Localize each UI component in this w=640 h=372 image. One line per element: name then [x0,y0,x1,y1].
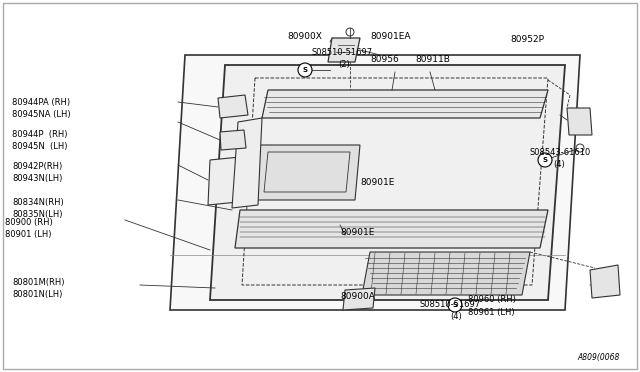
Circle shape [298,63,312,77]
Text: S08510-51697: S08510-51697 [420,300,481,309]
Polygon shape [590,265,620,298]
Text: S: S [303,67,307,73]
Text: 80945N  (LH): 80945N (LH) [12,142,67,151]
Text: (4): (4) [450,312,461,321]
Polygon shape [567,108,592,135]
Text: S08510-51697: S08510-51697 [312,48,373,57]
Text: 80943N(LH): 80943N(LH) [12,174,62,183]
Text: 80945NA (LH): 80945NA (LH) [12,110,70,119]
Text: (4): (4) [553,160,564,169]
Text: 80952P: 80952P [510,35,544,44]
Polygon shape [362,252,530,295]
Text: 80901EA: 80901EA [370,32,410,41]
Circle shape [538,153,552,167]
Polygon shape [210,65,565,300]
Text: 80901E: 80901E [360,178,394,187]
Text: S: S [452,302,458,308]
Circle shape [576,144,584,152]
Polygon shape [235,210,548,248]
Text: A809(0068: A809(0068 [578,353,620,362]
Polygon shape [220,130,246,150]
Polygon shape [262,90,548,118]
Text: 80944PA (RH): 80944PA (RH) [12,98,70,107]
Polygon shape [232,118,262,208]
Text: 80901E: 80901E [340,228,374,237]
Text: 80901 (LH): 80901 (LH) [5,230,51,239]
Text: 80801N(LH): 80801N(LH) [12,290,62,299]
Text: 80900X: 80900X [287,32,322,41]
Polygon shape [252,145,360,200]
Text: 80834N(RH): 80834N(RH) [12,198,64,207]
Polygon shape [328,38,360,62]
Polygon shape [208,155,260,205]
Text: S08543-61610: S08543-61610 [530,148,591,157]
Text: 80835N(LH): 80835N(LH) [12,210,63,219]
Circle shape [346,28,354,36]
Text: 80960 (RH): 80960 (RH) [468,295,516,304]
Text: 80942P(RH): 80942P(RH) [12,162,62,171]
Text: 80900A: 80900A [340,292,375,301]
Text: 80801M(RH): 80801M(RH) [12,278,65,287]
Polygon shape [218,95,248,118]
Text: 80911B: 80911B [415,55,450,64]
Text: 80900 (RH): 80900 (RH) [5,218,52,227]
Text: 80944P  (RH): 80944P (RH) [12,130,67,139]
Circle shape [448,298,462,312]
Text: 80961 (LH): 80961 (LH) [468,308,515,317]
Text: S: S [543,157,547,163]
Text: (2): (2) [338,60,349,69]
Polygon shape [343,288,375,310]
Text: 80956: 80956 [370,55,399,64]
Polygon shape [170,55,580,310]
